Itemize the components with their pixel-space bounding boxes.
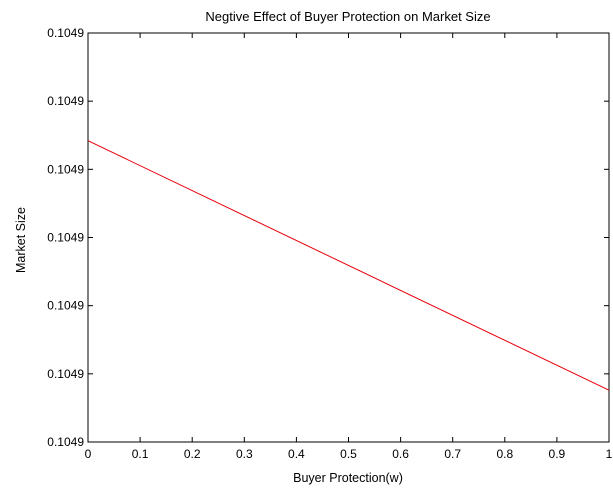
y-tick-label: 0.1049: [47, 162, 84, 176]
y-tick-label: 0.1049: [47, 367, 84, 381]
y-tick-label: 0.1049: [47, 26, 84, 40]
y-tick-label: 0.1049: [47, 299, 84, 313]
x-tick-label: 0.3: [236, 447, 253, 461]
x-axis-label: Buyer Protection(w): [293, 471, 403, 485]
series-group: [87, 140, 610, 391]
x-tick-labels: 0 0.1 0.2 0.3 0.4 0.5 0.6 0.7 0.8 0.9 1: [85, 447, 613, 461]
y-tick-label: 0.1049: [47, 435, 84, 449]
x-tick-label: 0.6: [392, 447, 409, 461]
x-tick-label: 0.5: [340, 447, 357, 461]
y-tick-labels: 0.1049 0.1049 0.1049 0.1049 0.1049 0.1049 0.10…: [47, 26, 84, 449]
x-tick-label: 0.1: [132, 447, 149, 461]
axis-ticks: [87, 32, 610, 443]
x-tick-label: 0.9: [549, 447, 566, 461]
x-tick-label: 0.4: [288, 447, 305, 461]
plot-area: [87, 32, 610, 443]
x-tick-label: 0.7: [444, 447, 461, 461]
series-line: [87, 140, 610, 391]
chart-title: Negtive Effect of Buyer Protection on Ma…: [205, 9, 490, 24]
y-axis-label: Market Size: [14, 207, 28, 273]
x-tick-label: 0: [85, 447, 92, 461]
y-tick-label: 0.1049: [47, 231, 84, 245]
x-tick-label: 0.2: [184, 447, 201, 461]
x-tick-label: 0.8: [496, 447, 513, 461]
x-tick-label: 1: [606, 447, 613, 461]
y-tick-label: 0.1049: [47, 94, 84, 108]
